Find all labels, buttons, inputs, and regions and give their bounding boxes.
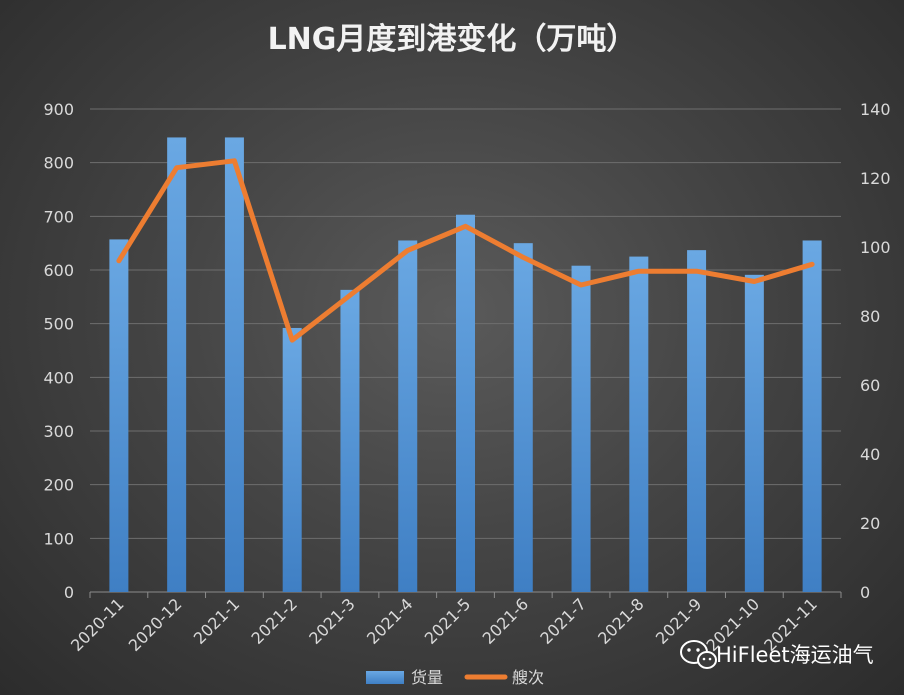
right-y-tick-label: 120 bbox=[860, 169, 891, 188]
wechat-icon bbox=[680, 640, 717, 669]
left-y-tick-label: 700 bbox=[43, 207, 74, 226]
x-tick-label: 2020-12 bbox=[125, 594, 186, 655]
left-y-tick-label: 500 bbox=[43, 315, 74, 334]
chart-title: LNG月度到港变化（万吨） bbox=[268, 22, 637, 57]
bar bbox=[224, 137, 244, 592]
right-y-tick-label: 40 bbox=[860, 445, 880, 464]
watermark-text: HiFleet海运油气 bbox=[716, 643, 874, 667]
x-tick-label: 2021-6 bbox=[479, 594, 533, 648]
x-tick-label: 2021-4 bbox=[363, 594, 417, 648]
bar-series bbox=[109, 137, 822, 593]
bar bbox=[282, 327, 302, 592]
right-y-tick-label: 20 bbox=[860, 514, 880, 533]
bar bbox=[744, 274, 764, 592]
right-y-tick-label: 0 bbox=[860, 583, 870, 602]
x-tick-label: 2021-2 bbox=[248, 594, 302, 648]
x-tick-label: 2021-3 bbox=[305, 594, 359, 648]
legend: 货量 艘次 bbox=[366, 668, 544, 687]
right-y-tick-label: 60 bbox=[860, 376, 880, 395]
left-y-tick-label: 400 bbox=[43, 368, 74, 387]
left-y-tick-label: 0 bbox=[64, 583, 74, 602]
bar bbox=[513, 243, 533, 592]
legend-label-line: 艘次 bbox=[512, 668, 544, 687]
left-y-tick-label: 900 bbox=[43, 100, 74, 119]
x-tick-label: 2021-1 bbox=[190, 594, 244, 648]
left-y-tick-label: 200 bbox=[43, 476, 74, 495]
x-tick-label: 2021-9 bbox=[652, 594, 706, 648]
left-y-axis: 0 100 200 300 400 500 600 700 800 900 bbox=[43, 100, 74, 602]
right-y-tick-label: 80 bbox=[860, 307, 880, 326]
line-series bbox=[116, 158, 815, 343]
x-tick-label: 2021-5 bbox=[421, 594, 475, 648]
bar bbox=[687, 250, 707, 593]
bar bbox=[340, 289, 360, 592]
left-y-tick-label: 100 bbox=[43, 529, 74, 548]
right-y-tick-label: 100 bbox=[860, 238, 891, 257]
x-tick-label: 2020-11 bbox=[67, 594, 128, 655]
right-y-axis: 0 20 40 60 80 100 120 140 bbox=[860, 100, 891, 602]
bar bbox=[109, 239, 129, 592]
watermark: HiFleet海运油气 bbox=[680, 640, 874, 669]
bar bbox=[456, 214, 475, 592]
bar bbox=[571, 265, 591, 592]
left-y-tick-label: 800 bbox=[43, 154, 74, 173]
right-y-tick-label: 140 bbox=[860, 100, 891, 119]
bar bbox=[398, 240, 418, 592]
bar bbox=[802, 240, 822, 592]
bar bbox=[167, 137, 187, 592]
x-tick-label: 2021-8 bbox=[594, 594, 648, 648]
left-y-tick-label: 600 bbox=[43, 261, 74, 280]
bar bbox=[629, 256, 649, 592]
series-line bbox=[116, 158, 815, 343]
left-y-tick-label: 300 bbox=[43, 422, 74, 441]
legend-label-bar: 货量 bbox=[411, 668, 443, 687]
legend-bar-swatch bbox=[366, 671, 404, 684]
x-tick-label: 2021-7 bbox=[536, 594, 590, 648]
